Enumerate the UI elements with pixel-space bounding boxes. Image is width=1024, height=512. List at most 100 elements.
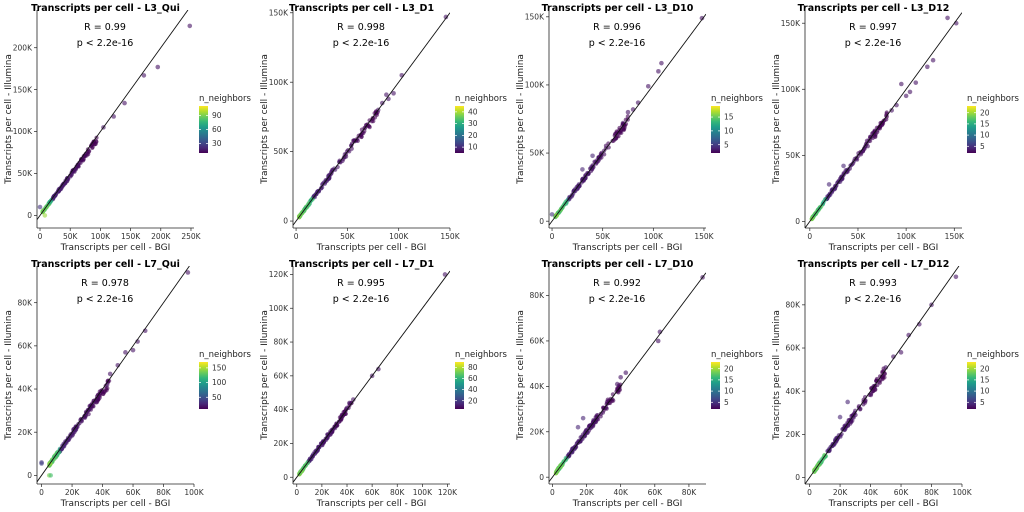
legend-title: n_neighbors xyxy=(967,94,1019,104)
colorbar-tick-label: 20 xyxy=(724,364,734,373)
data-point xyxy=(344,405,350,411)
data-point xyxy=(925,64,930,70)
legend-title: n_neighbors xyxy=(967,350,1019,360)
y-tick-label: 80K xyxy=(786,300,802,309)
x-tick-label: 60K xyxy=(648,488,664,497)
identity-line xyxy=(805,12,962,228)
chart-title: Transcripts per cell - L7_Qui xyxy=(31,259,180,270)
colorbar-tick-label: 100 xyxy=(212,378,227,387)
y-axis-label: Transcripts per cell - Illumina xyxy=(516,54,526,185)
y-tick-label: 50K xyxy=(18,169,34,178)
colorbar-tick-label: 10 xyxy=(724,387,734,396)
data-point xyxy=(953,274,959,280)
chart-panel: Transcripts per cell - L7_D12 0 20K 40K 60K 8… xyxy=(768,256,1024,512)
data-point xyxy=(619,130,624,136)
data-point xyxy=(945,15,950,21)
chart-panel: Transcripts per cell - L3_D10 0 50K 100K 150… xyxy=(512,0,768,256)
data-point xyxy=(549,212,555,217)
y-tick-label: 60K xyxy=(530,337,546,346)
data-point xyxy=(37,204,43,210)
x-axis-label: Transcripts per cell - BGI xyxy=(572,243,683,253)
legend-title: n_neighbors xyxy=(199,94,251,104)
x-tick-label: 150K xyxy=(945,232,965,241)
data-point xyxy=(86,149,91,154)
colorbar-tick-label: 80 xyxy=(468,363,478,372)
y-tick-label: 100K xyxy=(269,78,289,87)
p-value-label: p < 2.2e-16 xyxy=(845,38,902,49)
data-point xyxy=(645,84,651,89)
data-point xyxy=(82,413,87,418)
colorbar xyxy=(711,362,720,409)
y-tick-label: 40K xyxy=(530,382,546,391)
colorbar-tick-label: 20 xyxy=(980,364,990,373)
y-tick-label: 0 xyxy=(539,473,544,482)
x-tick-label: 100K xyxy=(389,232,409,241)
chart-title: Transcripts per cell - L3_D12 xyxy=(798,3,950,14)
data-point xyxy=(107,371,113,377)
data-point xyxy=(614,130,620,135)
identity-line xyxy=(293,12,450,226)
data-point xyxy=(596,155,601,160)
correlation-label: R = 0.997 xyxy=(849,22,897,33)
data-point xyxy=(842,427,847,432)
identity-line xyxy=(37,10,189,220)
data-point xyxy=(187,23,193,29)
x-tick-label: 40K xyxy=(863,488,879,497)
x-tick-label: 0 xyxy=(550,232,555,241)
p-value-label: p < 2.2e-16 xyxy=(845,294,902,305)
colorbar-tick-label: 10 xyxy=(980,131,990,140)
x-tick-label: 200K xyxy=(151,232,171,241)
legend-title: n_neighbors xyxy=(711,350,763,360)
x-tick-label: 40K xyxy=(340,488,356,497)
y-tick-label: 0 xyxy=(539,217,544,226)
colorbar-tick-label: 40 xyxy=(468,385,478,394)
x-axis-label: Transcripts per cell - BGI xyxy=(828,499,939,509)
chart-title: Transcripts per cell - L7_D12 xyxy=(798,259,950,270)
colorbar xyxy=(455,106,464,153)
y-tick-label: 0 xyxy=(795,473,800,482)
data-point xyxy=(75,162,80,167)
y-tick-label: 60K xyxy=(274,371,290,380)
y-tick-label: 80K xyxy=(18,298,34,307)
colorbar-tick-label: 5 xyxy=(724,140,729,149)
y-tick-label: 60K xyxy=(786,344,802,353)
colorbar-tick-label: 20 xyxy=(980,108,990,117)
data-point xyxy=(48,473,54,478)
x-tick-label: 100K xyxy=(413,488,433,497)
y-tick-label: 200K xyxy=(13,43,33,52)
x-tick-label: 60K xyxy=(894,488,910,497)
colorbar-tick-label: 15 xyxy=(724,113,734,122)
colorbar-tick-label: 5 xyxy=(980,398,985,407)
correlation-label: R = 0.99 xyxy=(84,22,126,33)
colorbar-tick-label: 30 xyxy=(212,139,222,148)
y-axis-label: Transcripts per cell - Illumina xyxy=(260,310,270,441)
data-point xyxy=(92,142,97,147)
x-tick-label: 60K xyxy=(126,488,142,497)
y-tick-label: 20K xyxy=(530,427,546,436)
identity-line xyxy=(549,13,706,226)
chart-title: Transcripts per cell - L3_D1 xyxy=(289,3,434,14)
correlation-label: R = 0.998 xyxy=(337,22,385,33)
legend-title: n_neighbors xyxy=(711,94,763,104)
x-axis-label: Transcripts per cell - BGI xyxy=(60,243,171,253)
data-point xyxy=(585,172,591,177)
colorbar-tick-label: 40 xyxy=(468,107,478,116)
data-point xyxy=(880,377,885,382)
x-tick-label: 50K xyxy=(851,232,867,241)
data-point xyxy=(699,15,705,21)
data-point xyxy=(837,414,843,420)
data-point xyxy=(598,414,603,419)
y-axis-label: Transcripts per cell - Illumina xyxy=(772,54,782,185)
scatter-chart: Transcripts per cell - L7_D1 0 20K 40K 60K 80… xyxy=(260,259,507,509)
colorbar xyxy=(199,106,208,153)
data-point xyxy=(873,134,878,139)
data-point xyxy=(355,138,360,143)
data-point xyxy=(72,430,77,435)
scatter-chart: Transcripts per cell - L7_D10 0 20K 40K 60K 8… xyxy=(516,259,763,509)
data-point xyxy=(122,100,127,106)
y-axis-label: Transcripts per cell - Illumina xyxy=(260,54,270,185)
x-tick-label: 80K xyxy=(390,488,406,497)
y-tick-label: 100K xyxy=(13,127,33,136)
data-point xyxy=(359,134,364,139)
y-tick-label: 50K xyxy=(274,147,290,156)
